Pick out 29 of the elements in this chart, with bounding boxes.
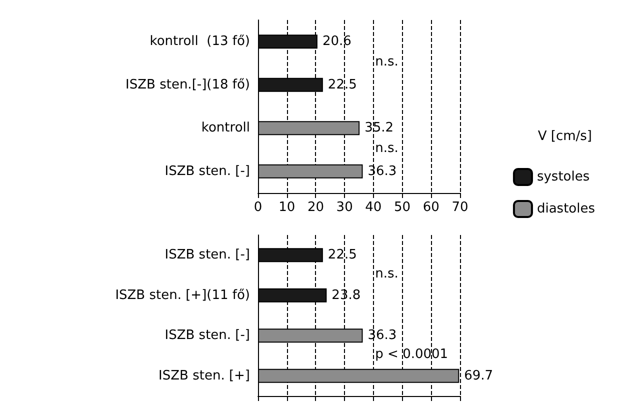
x-tick-label: 60 — [422, 200, 440, 215]
x-tick-label: 20 — [307, 200, 324, 215]
y-tick-label: kontroll — [201, 120, 250, 136]
annotation: n.s. — [375, 54, 398, 70]
annotation: n.s. — [375, 140, 398, 156]
y-tick-label: kontroll (13 fő) — [150, 34, 250, 50]
x-tick-label: 50 — [394, 200, 411, 215]
y-tick-label: ISZB sten.[-](18 fő) — [126, 77, 250, 92]
x-tick-label: 70 — [452, 200, 468, 215]
y-tick-label: ISZB sten. [-] — [164, 164, 250, 179]
y-tick-label: ISZB sten. [-] — [164, 248, 250, 263]
x-tick-label: 30 — [336, 200, 353, 215]
x-tick-label: 10 — [278, 200, 296, 215]
x-tick-label: 40 — [365, 200, 382, 215]
data-label: 69.7 — [464, 368, 494, 384]
data-label: 20.6 — [322, 34, 352, 50]
data-label: 23.8 — [332, 288, 361, 303]
y-tick-label: ISZB sten. [-] — [164, 328, 250, 344]
annotation: n.s. — [375, 266, 398, 282]
data-label: 35.2 — [364, 120, 394, 136]
legend-title: V [cm/s] — [538, 129, 592, 144]
y-tick-label: ISZB sten. [+] — [158, 368, 250, 384]
y-tick-label: ISZB sten. [+](11 fő) — [115, 288, 250, 303]
data-label: 22.5 — [328, 248, 357, 263]
x-tick-label: 0 — [254, 200, 262, 215]
data-label: 22.5 — [328, 77, 357, 92]
legend-label: diastoles — [536, 202, 596, 216]
annotation: p < 0.0001 — [375, 346, 448, 362]
legend-label: systoles — [536, 170, 590, 184]
